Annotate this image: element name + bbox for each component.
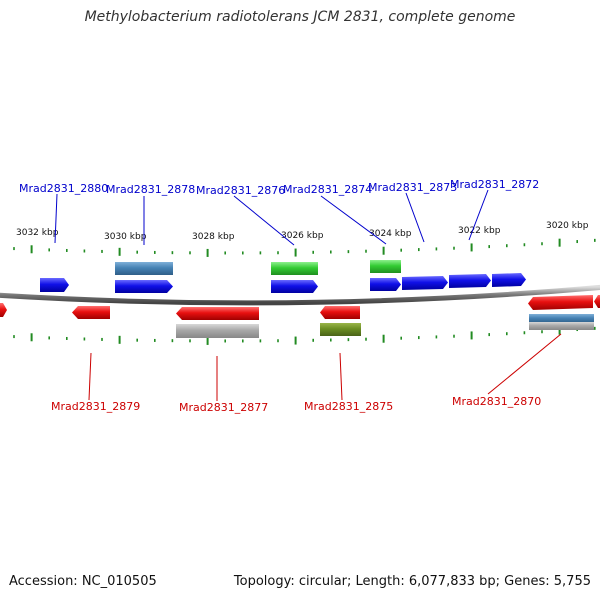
scale-label-3022: 3022 kbp bbox=[458, 226, 501, 236]
scale-label-3030: 3030 kbp bbox=[104, 232, 147, 242]
scale-label-3032: 3032 kbp bbox=[16, 228, 59, 238]
leader-line-2880 bbox=[54, 193, 58, 244]
olive-feature[interactable] bbox=[320, 323, 361, 336]
reverse-gene-arrow[interactable] bbox=[528, 295, 593, 310]
scale-label-3028: 3028 kbp bbox=[192, 232, 235, 242]
tick-marks-top bbox=[13, 238, 596, 257]
forward-gene-arrow[interactable] bbox=[40, 278, 69, 292]
scale-label-3026: 3026 kbp bbox=[281, 231, 324, 241]
leader-line-2870 bbox=[487, 333, 562, 395]
genome-backbone bbox=[0, 284, 600, 306]
forward-gene-arrow[interactable] bbox=[271, 280, 318, 293]
reverse-gene-arrow[interactable] bbox=[320, 306, 360, 319]
gene-label-2870[interactable]: Mrad2831_2870 bbox=[452, 395, 541, 408]
scale-label-3024: 3024 kbp bbox=[369, 229, 412, 239]
accession-label: Accession: NC_010505 bbox=[9, 574, 157, 589]
green-feature[interactable] bbox=[370, 260, 401, 273]
leader-line-2879 bbox=[88, 352, 92, 401]
gene-label-2877[interactable]: Mrad2831_2877 bbox=[179, 401, 268, 414]
gene-label-2879[interactable]: Mrad2831_2879 bbox=[51, 400, 140, 413]
reverse-gene-arrow[interactable] bbox=[594, 295, 600, 308]
scale-label-3020: 3020 kbp bbox=[546, 221, 589, 231]
reverse-gene-arrow[interactable] bbox=[72, 306, 110, 319]
gene-label-2872[interactable]: Mrad2831_2872 bbox=[450, 178, 539, 191]
gene-label-2874[interactable]: Mrad2831_2874 bbox=[283, 183, 372, 196]
forward-gene-arrow[interactable] bbox=[115, 280, 173, 293]
leader-line-2872 bbox=[468, 189, 489, 241]
gray-feature[interactable] bbox=[529, 322, 594, 330]
genome-summary: Topology: circular; Length: 6,077,833 bp… bbox=[233, 574, 591, 589]
gene-label-2880[interactable]: Mrad2831_2880 bbox=[19, 182, 108, 195]
leader-line-2875 bbox=[339, 352, 343, 401]
gene-label-2876[interactable]: Mrad2831_2876 bbox=[196, 184, 285, 197]
forward-gene-arrow[interactable] bbox=[402, 276, 448, 290]
forward-gene-arrow[interactable] bbox=[370, 278, 401, 291]
reverse-gene-arrow[interactable] bbox=[0, 303, 7, 317]
gene-label-2878[interactable]: Mrad2831_2878 bbox=[106, 183, 195, 196]
gene-label-2875[interactable]: Mrad2831_2875 bbox=[304, 400, 393, 413]
leader-line-2873 bbox=[405, 192, 425, 243]
green-feature[interactable] bbox=[271, 262, 318, 275]
steel-feature[interactable] bbox=[529, 314, 594, 323]
genome-title: Methylobacterium radiotolerans JCM 2831,… bbox=[84, 9, 516, 25]
reverse-gene-arrow[interactable] bbox=[176, 307, 259, 320]
steel-feature[interactable] bbox=[115, 262, 173, 275]
gene-label-2873[interactable]: Mrad2831_2873 bbox=[368, 181, 457, 194]
leader-line-2876 bbox=[233, 195, 295, 246]
tick-marks-bottom bbox=[13, 326, 596, 345]
forward-gene-arrow[interactable] bbox=[449, 274, 491, 288]
forward-gene-arrow[interactable] bbox=[492, 273, 526, 287]
gray-feature[interactable] bbox=[176, 324, 259, 338]
leader-line-2874 bbox=[320, 195, 387, 245]
